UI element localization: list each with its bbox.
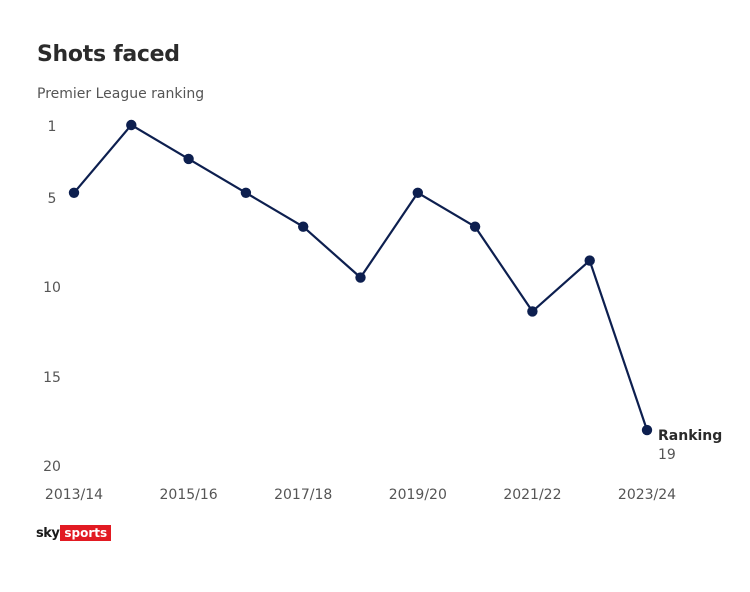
logo-sky-text: sky bbox=[36, 525, 60, 541]
annotation-value: 19 bbox=[658, 447, 676, 463]
data-point bbox=[527, 306, 538, 317]
chart-subtitle: Premier League ranking bbox=[37, 86, 205, 102]
x-tick-label: 2015/16 bbox=[160, 487, 218, 503]
annotation-label: Ranking bbox=[658, 428, 722, 444]
x-tick-label: 2023/24 bbox=[618, 487, 676, 503]
logo-sports-text: sports bbox=[60, 525, 112, 541]
y-tick-label: 15 bbox=[43, 370, 61, 386]
annotation-group: Ranking 19 bbox=[658, 428, 722, 463]
data-point bbox=[126, 119, 137, 131]
data-point bbox=[68, 187, 80, 198]
data-point bbox=[469, 221, 481, 232]
series-group bbox=[68, 119, 653, 436]
x-tick-label: 2019/20 bbox=[389, 487, 447, 503]
data-point bbox=[641, 424, 653, 436]
data-point bbox=[298, 221, 309, 232]
y-tick-label: 20 bbox=[43, 459, 61, 475]
data-point bbox=[584, 255, 595, 266]
data-point bbox=[240, 187, 252, 198]
x-tick-label: 2013/14 bbox=[45, 487, 103, 503]
data-point bbox=[183, 153, 194, 165]
chart-title: Shots faced bbox=[37, 42, 180, 67]
x-axis-ticks: 2013/14 2015/16 2017/18 2019/20 2021/22 2023/… bbox=[45, 487, 676, 503]
y-tick-label: 5 bbox=[48, 191, 57, 207]
y-tick-label: 10 bbox=[43, 280, 61, 296]
sky-sports-logo: sky sports bbox=[36, 525, 112, 541]
data-point bbox=[412, 187, 423, 198]
y-tick-label: 1 bbox=[48, 119, 57, 135]
x-tick-label: 2021/22 bbox=[503, 487, 561, 503]
x-tick-label: 2017/18 bbox=[274, 487, 332, 503]
data-point bbox=[355, 272, 366, 283]
